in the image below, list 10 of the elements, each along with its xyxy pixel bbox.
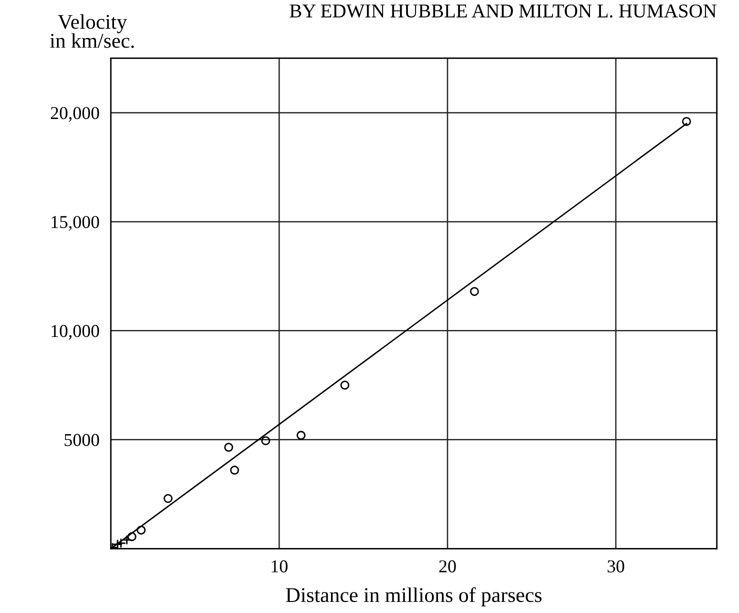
chart-title: BY EDWIN HUBBLE AND MILTON L. HUMASON	[290, 4, 716, 18]
y-tick-label: 5000	[64, 434, 100, 446]
y-tick-label: 10,000	[52, 324, 100, 340]
x-tick-label: 20	[439, 560, 456, 572]
x-axis-title: Distance in millions of parsecs	[286, 587, 542, 606]
y-tick-label: 20,000	[50, 106, 100, 122]
y-axis-title: Velocity in km/sec.	[50, 14, 134, 48]
y-tick-label: 15,000	[52, 216, 100, 231]
x-tick-label: 30	[608, 560, 624, 572]
x-tick-label: 10	[272, 560, 288, 572]
